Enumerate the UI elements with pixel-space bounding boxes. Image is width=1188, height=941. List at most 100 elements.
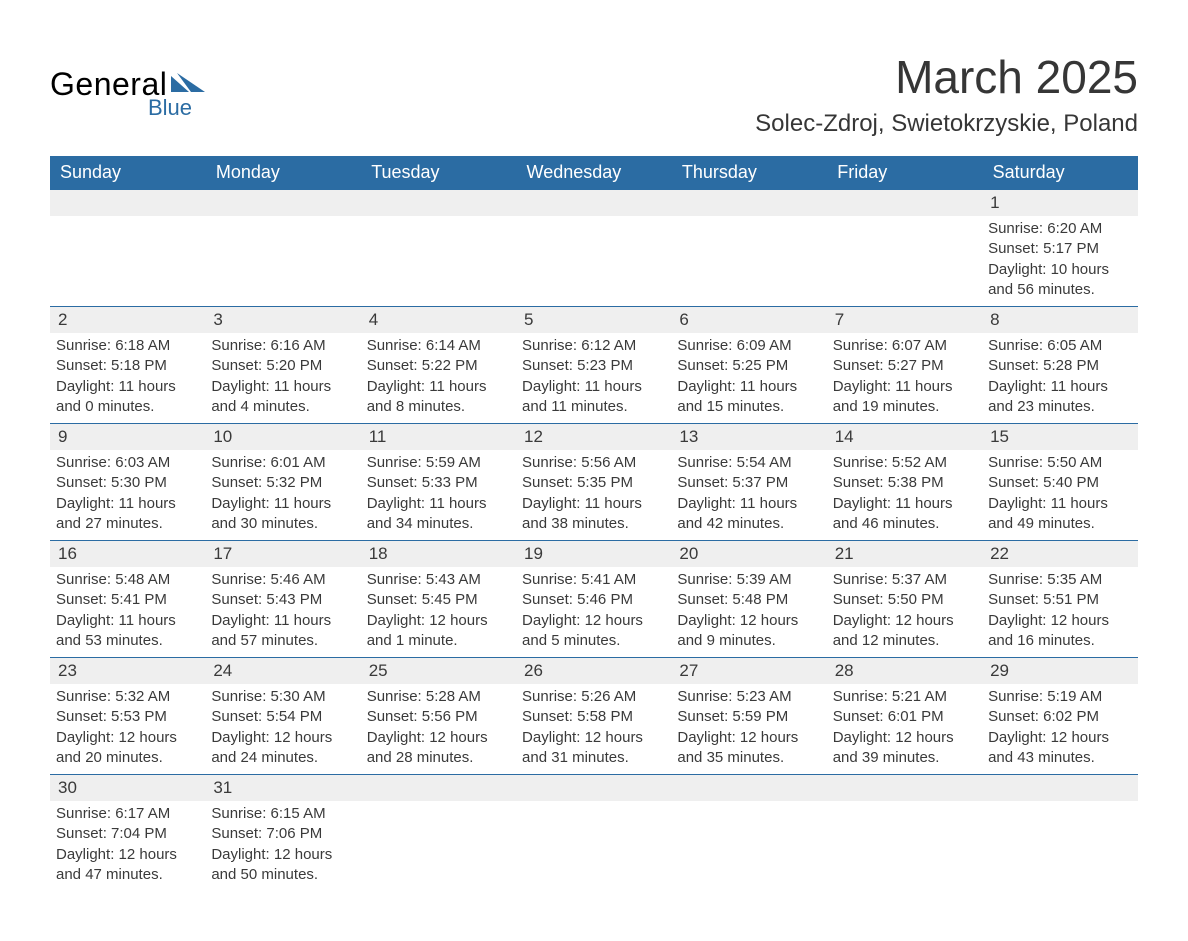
- sunset-value: 5:46 PM: [577, 591, 633, 608]
- sunrise-value: 6:18 AM: [115, 337, 170, 354]
- day-number-cell: 14: [827, 424, 982, 451]
- daylight-line: Daylight: 12 hours and 1 minute.: [367, 611, 510, 652]
- sunrise-label: Sunrise:: [677, 337, 732, 354]
- day-details-cell: Sunrise: 5:46 AMSunset: 5:43 PMDaylight:…: [205, 567, 360, 658]
- sunset-label: Sunset:: [56, 474, 107, 491]
- day-number-cell: 17: [205, 541, 360, 568]
- sunrise-line: Sunrise: 5:39 AM: [677, 570, 820, 590]
- sunset-line: Sunset: 6:02 PM: [988, 707, 1131, 727]
- daylight-line: Daylight: 12 hours and 28 minutes.: [367, 728, 510, 769]
- day-details: Sunrise: 6:09 AMSunset: 5:25 PMDaylight:…: [671, 333, 826, 423]
- day-number: 26: [516, 658, 671, 684]
- sunset-label: Sunset:: [211, 591, 262, 608]
- daylight-line: Daylight: 11 hours and 8 minutes.: [367, 377, 510, 418]
- sunset-line: Sunset: 6:01 PM: [833, 707, 976, 727]
- sunset-value: 7:04 PM: [111, 825, 167, 842]
- day-details-cell: Sunrise: 5:56 AMSunset: 5:35 PMDaylight:…: [516, 450, 671, 541]
- day-details: Sunrise: 5:39 AMSunset: 5:48 PMDaylight:…: [671, 567, 826, 657]
- sunrise-label: Sunrise:: [367, 688, 422, 705]
- sunrise-line: Sunrise: 5:46 AM: [211, 570, 354, 590]
- day-number: 13: [671, 424, 826, 450]
- sunset-label: Sunset:: [988, 357, 1039, 374]
- sunrise-line: Sunrise: 6:03 AM: [56, 453, 199, 473]
- day-details: Sunrise: 5:50 AMSunset: 5:40 PMDaylight:…: [982, 450, 1137, 540]
- daylight-label: Daylight:: [522, 495, 580, 512]
- day-number-cell: [205, 190, 360, 217]
- daylight-line: Daylight: 11 hours and 4 minutes.: [211, 377, 354, 418]
- daylight-line: Daylight: 11 hours and 46 minutes.: [833, 494, 976, 535]
- day-details: Sunrise: 6:14 AMSunset: 5:22 PMDaylight:…: [361, 333, 516, 423]
- day-number-cell: 18: [361, 541, 516, 568]
- day-details: Sunrise: 6:07 AMSunset: 5:27 PMDaylight:…: [827, 333, 982, 423]
- sunrise-line: Sunrise: 6:18 AM: [56, 336, 199, 356]
- sunset-label: Sunset:: [56, 708, 107, 725]
- sunrise-value: 5:43 AM: [426, 571, 481, 588]
- daylight-line: Daylight: 11 hours and 57 minutes.: [211, 611, 354, 652]
- sunset-label: Sunset:: [367, 591, 418, 608]
- sunrise-label: Sunrise:: [988, 337, 1043, 354]
- sunrise-line: Sunrise: 6:07 AM: [833, 336, 976, 356]
- sunset-line: Sunset: 5:53 PM: [56, 707, 199, 727]
- daylight-label: Daylight:: [677, 612, 735, 629]
- day-number-cell: 13: [671, 424, 826, 451]
- daylight-label: Daylight:: [56, 378, 114, 395]
- day-details-cell: Sunrise: 5:28 AMSunset: 5:56 PMDaylight:…: [361, 684, 516, 775]
- sunset-line: Sunset: 5:32 PM: [211, 473, 354, 493]
- sunrise-value: 6:12 AM: [581, 337, 636, 354]
- day-number-cell: [50, 190, 205, 217]
- sunset-value: 5:50 PM: [888, 591, 944, 608]
- sunset-line: Sunset: 5:43 PM: [211, 590, 354, 610]
- sunrise-label: Sunrise:: [211, 337, 266, 354]
- day-number-cell: [361, 190, 516, 217]
- day-number: 12: [516, 424, 671, 450]
- sunset-line: Sunset: 5:59 PM: [677, 707, 820, 727]
- daylight-line: Daylight: 12 hours and 5 minutes.: [522, 611, 665, 652]
- day-number-cell: 20: [671, 541, 826, 568]
- sunrise-line: Sunrise: 6:01 AM: [211, 453, 354, 473]
- day-details-cell: Sunrise: 5:41 AMSunset: 5:46 PMDaylight:…: [516, 567, 671, 658]
- day-number: 18: [361, 541, 516, 567]
- daylight-label: Daylight:: [833, 612, 891, 629]
- day-number-row: 1: [50, 190, 1138, 217]
- sunset-line: Sunset: 5:18 PM: [56, 356, 199, 376]
- day-number-cell: [516, 190, 671, 217]
- day-number: 7: [827, 307, 982, 333]
- sunrise-label: Sunrise:: [367, 337, 422, 354]
- sunrise-value: 5:39 AM: [737, 571, 792, 588]
- day-header-row: SundayMondayTuesdayWednesdayThursdayFrid…: [50, 156, 1138, 190]
- sunrise-label: Sunrise:: [522, 571, 577, 588]
- sunset-line: Sunset: 7:06 PM: [211, 824, 354, 844]
- sunset-line: Sunset: 5:30 PM: [56, 473, 199, 493]
- sunset-line: Sunset: 5:46 PM: [522, 590, 665, 610]
- sunset-value: 5:45 PM: [422, 591, 478, 608]
- sunrise-line: Sunrise: 6:15 AM: [211, 804, 354, 824]
- day-details-cell: Sunrise: 5:54 AMSunset: 5:37 PMDaylight:…: [671, 450, 826, 541]
- sunrise-line: Sunrise: 5:52 AM: [833, 453, 976, 473]
- sunrise-line: Sunrise: 5:37 AM: [833, 570, 976, 590]
- sunrise-value: 6:14 AM: [426, 337, 481, 354]
- sunrise-line: Sunrise: 6:14 AM: [367, 336, 510, 356]
- sunset-label: Sunset:: [988, 708, 1039, 725]
- daylight-line: Daylight: 12 hours and 35 minutes.: [677, 728, 820, 769]
- day-details-cell: Sunrise: 6:05 AMSunset: 5:28 PMDaylight:…: [982, 333, 1137, 424]
- day-details: Sunrise: 5:23 AMSunset: 5:59 PMDaylight:…: [671, 684, 826, 774]
- day-number: 11: [361, 424, 516, 450]
- day-header: Friday: [827, 156, 982, 190]
- daylight-line: Daylight: 12 hours and 31 minutes.: [522, 728, 665, 769]
- daylight-line: Daylight: 12 hours and 47 minutes.: [56, 845, 199, 886]
- day-details-cell: [671, 801, 826, 891]
- day-details: Sunrise: 5:46 AMSunset: 5:43 PMDaylight:…: [205, 567, 360, 657]
- day-number-cell: 26: [516, 658, 671, 685]
- sunset-label: Sunset:: [833, 357, 884, 374]
- daylight-label: Daylight:: [211, 378, 269, 395]
- sunset-value: 5:33 PM: [422, 474, 478, 491]
- sunset-value: 5:40 PM: [1043, 474, 1099, 491]
- day-number-cell: [827, 775, 982, 802]
- sunset-label: Sunset:: [522, 357, 573, 374]
- sunrise-label: Sunrise:: [677, 688, 732, 705]
- day-number-cell: 6: [671, 307, 826, 334]
- sunset-value: 5:43 PM: [266, 591, 322, 608]
- day-details: Sunrise: 6:05 AMSunset: 5:28 PMDaylight:…: [982, 333, 1137, 423]
- day-details-row: Sunrise: 6:17 AMSunset: 7:04 PMDaylight:…: [50, 801, 1138, 891]
- sunset-label: Sunset:: [56, 825, 107, 842]
